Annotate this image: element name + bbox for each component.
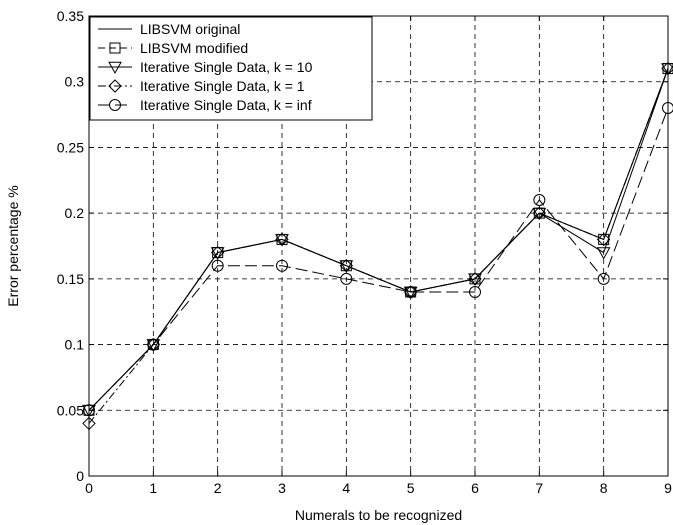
series-3-point	[339, 260, 354, 273]
series-lines	[88, 68, 669, 424]
x-tick-label: 4	[342, 480, 350, 496]
plot-frame	[88, 15, 669, 477]
series-line-4	[88, 68, 669, 424]
series-4-point	[596, 232, 611, 247]
series-5-point	[276, 259, 288, 272]
y-tick-label: 0.05	[57, 402, 84, 418]
series-3-point	[275, 234, 289, 247]
series-5-point	[533, 194, 546, 206]
series-3-point	[146, 339, 161, 352]
legend-label-5: Iterative Single Data, k = inf	[140, 97, 312, 113]
series-2-point	[598, 233, 610, 245]
x-tick-label: 5	[407, 480, 415, 496]
legend-marker-5	[109, 99, 121, 111]
series-line-5	[88, 107, 669, 411]
legend-box	[89, 16, 373, 121]
legend-marker-4	[108, 79, 122, 93]
x-tick-label: 0	[85, 480, 93, 496]
x-tick-label: 7	[535, 480, 543, 496]
x-tick-label: 8	[600, 480, 608, 496]
y-tick-label: 0.15	[57, 271, 84, 287]
legend-label-4: Iterative Single Data, k = 1	[140, 78, 305, 94]
legend-marker-2	[109, 42, 121, 54]
y-tick-label: 0.2	[65, 205, 85, 221]
x-tick-label: 3	[278, 480, 286, 496]
series-5-point	[340, 272, 353, 285]
legend-label-2: LIBSVM modified	[140, 40, 248, 56]
y-tick-label: 0.3	[65, 74, 85, 90]
axis-ticks: 0 1 2 3 4 5 6 7 8 9 0 0.05 0.1 0.15 0.2 0.25 0.3 0.35	[57, 8, 672, 496]
series-5-point	[469, 286, 481, 298]
legend-label-1: LIBSVM original	[140, 21, 240, 37]
series-3-point	[468, 273, 482, 286]
y-axis-label: Error percentage %	[5, 185, 21, 306]
series-line-3	[88, 68, 669, 411]
legend-marker-3	[108, 61, 122, 75]
y-tick-label: 0.1	[65, 337, 85, 353]
series-4-point	[532, 206, 547, 220]
series-5-point	[147, 338, 160, 351]
x-tick-label: 6	[471, 480, 479, 496]
series-5-point	[211, 259, 224, 272]
series-markers	[82, 61, 673, 431]
legend: LIBSVM original LIBSVM modified Iterative …	[89, 16, 373, 121]
series-4-point	[275, 232, 289, 247]
series-4-point	[468, 272, 482, 286]
series-3-point	[210, 247, 225, 260]
series-3-point	[532, 207, 547, 221]
x-axis-label: Numerals to be recognized	[295, 507, 462, 523]
y-tick-label: 0	[76, 468, 84, 484]
series-3-point	[403, 286, 418, 300]
y-tick-label: 0.35	[57, 8, 84, 24]
x-tick-label: 1	[149, 480, 157, 496]
series-5-point	[404, 286, 417, 298]
series-4-point	[210, 245, 225, 260]
series-4-point	[339, 259, 354, 273]
legend-label-3: Iterative Single Data, k = 10	[140, 59, 313, 75]
x-tick-label: 2	[214, 480, 222, 496]
series-5-point	[597, 272, 610, 285]
y-tick-label: 0.25	[57, 139, 84, 155]
series-3-point	[596, 247, 611, 260]
x-tick-label: 9	[664, 480, 672, 496]
